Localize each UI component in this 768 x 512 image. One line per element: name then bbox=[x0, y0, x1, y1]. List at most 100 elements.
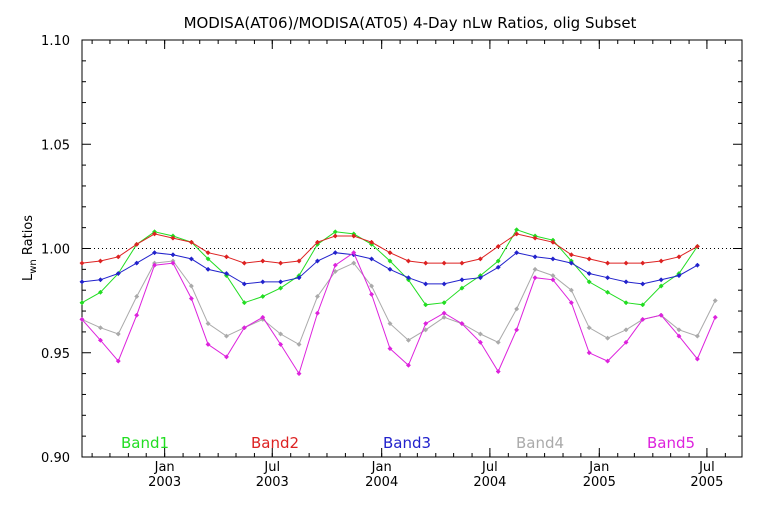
legend-label-band1: Band1 bbox=[121, 434, 169, 452]
x-tick-year: 2005 bbox=[690, 475, 723, 490]
data-point-band4 bbox=[134, 293, 140, 300]
data-point-band4 bbox=[514, 306, 520, 312]
data-point-band2 bbox=[79, 260, 85, 266]
data-point-band5 bbox=[134, 312, 140, 318]
series-band4 bbox=[79, 258, 718, 347]
data-point-band2 bbox=[314, 239, 321, 245]
data-point-band1 bbox=[623, 300, 629, 306]
data-point-band3 bbox=[314, 258, 321, 264]
x-tick-year: 2005 bbox=[583, 475, 616, 490]
data-point-band2 bbox=[441, 260, 447, 266]
data-point-band5 bbox=[115, 358, 121, 364]
data-point-band2 bbox=[170, 235, 176, 241]
data-point-band4 bbox=[477, 331, 483, 337]
data-point-band1 bbox=[495, 258, 501, 264]
series-line-band5 bbox=[81, 251, 716, 375]
legend-label-band5: Band5 bbox=[647, 434, 695, 452]
data-point-band5 bbox=[423, 321, 429, 327]
data-point-band1 bbox=[423, 302, 429, 308]
data-point-band2 bbox=[151, 231, 158, 237]
data-point-band2 bbox=[477, 256, 483, 262]
data-point-band2 bbox=[532, 235, 538, 241]
data-point-band5 bbox=[658, 312, 664, 318]
data-point-band4 bbox=[586, 325, 592, 331]
data-point-band3 bbox=[405, 275, 411, 281]
data-point-band5 bbox=[640, 316, 646, 322]
data-point-band5 bbox=[495, 368, 501, 375]
data-point-band4 bbox=[623, 327, 629, 333]
data-point-band4 bbox=[441, 314, 447, 320]
y-tick-label: 0.90 bbox=[41, 451, 70, 466]
data-point-band3 bbox=[332, 250, 338, 256]
data-point-band4 bbox=[369, 283, 375, 289]
data-point-band3 bbox=[694, 262, 700, 268]
y-axis-label: Lwn Ratios bbox=[21, 215, 39, 281]
data-point-band5 bbox=[532, 275, 538, 281]
data-point-band5 bbox=[296, 371, 302, 377]
data-point-band5 bbox=[351, 250, 357, 256]
data-point-band2 bbox=[459, 260, 465, 266]
data-point-band2 bbox=[586, 256, 592, 262]
data-point-band2 bbox=[188, 239, 194, 245]
data-point-band3 bbox=[205, 266, 211, 272]
series-layer bbox=[79, 227, 718, 377]
data-point-band3 bbox=[134, 260, 140, 266]
data-point-band5 bbox=[605, 358, 611, 364]
data-point-band5 bbox=[676, 333, 682, 339]
data-point-band4 bbox=[532, 266, 538, 272]
x-tick-month: Jan bbox=[371, 460, 392, 475]
data-point-band2 bbox=[205, 250, 211, 256]
data-point-band5 bbox=[188, 295, 194, 302]
data-point-band5 bbox=[459, 321, 465, 327]
data-point-band3 bbox=[115, 270, 121, 277]
data-point-band2 bbox=[694, 243, 700, 249]
data-point-band1 bbox=[387, 258, 393, 264]
data-point-band4 bbox=[223, 333, 230, 339]
x-tick-month: Jul bbox=[263, 460, 280, 475]
x-tick-month: Jan bbox=[154, 460, 175, 475]
data-point-band3 bbox=[278, 279, 284, 285]
data-point-band4 bbox=[712, 298, 718, 304]
data-point-band4 bbox=[423, 327, 429, 333]
data-point-band2 bbox=[351, 233, 357, 239]
data-point-band5 bbox=[694, 356, 700, 362]
data-point-band5 bbox=[151, 262, 158, 268]
data-point-band3 bbox=[79, 279, 85, 285]
data-point-band4 bbox=[387, 321, 393, 327]
data-point-band5 bbox=[314, 310, 321, 316]
data-point-band2 bbox=[623, 260, 629, 266]
data-point-band4 bbox=[205, 321, 211, 327]
data-point-band1 bbox=[241, 300, 247, 306]
data-point-band4 bbox=[278, 331, 284, 337]
data-point-band5 bbox=[260, 314, 266, 320]
x-tick-month: Jan bbox=[588, 460, 609, 475]
data-point-band2 bbox=[605, 260, 611, 266]
data-point-band3 bbox=[241, 281, 247, 287]
data-point-band2 bbox=[568, 252, 574, 258]
data-point-band5 bbox=[441, 310, 447, 316]
data-point-band5 bbox=[623, 339, 629, 345]
data-point-band3 bbox=[97, 277, 103, 283]
data-point-band3 bbox=[151, 250, 158, 256]
data-point-band5 bbox=[97, 337, 103, 343]
data-point-band3 bbox=[658, 277, 664, 283]
data-point-band5 bbox=[712, 314, 718, 320]
data-point-band4 bbox=[314, 293, 321, 300]
y-tick-label: 1.00 bbox=[41, 243, 70, 258]
data-point-band3 bbox=[441, 281, 447, 287]
y-tick-label: 1.10 bbox=[41, 34, 70, 49]
data-point-band5 bbox=[241, 325, 247, 331]
data-point-band3 bbox=[223, 270, 230, 277]
y-tick-label: 1.05 bbox=[41, 138, 70, 153]
data-point-band4 bbox=[676, 327, 682, 333]
data-point-band3 bbox=[296, 275, 302, 281]
data-point-band2 bbox=[514, 231, 520, 237]
series-line-band4 bbox=[81, 260, 716, 346]
data-point-band1 bbox=[205, 256, 211, 262]
data-point-band3 bbox=[605, 275, 611, 281]
plot-area-frame bbox=[81, 39, 743, 458]
data-point-band5 bbox=[369, 291, 375, 297]
data-point-band3 bbox=[495, 264, 501, 270]
chart-title: MODISA(AT06)/MODISA(AT05) 4-Day nLw Rati… bbox=[184, 14, 637, 32]
